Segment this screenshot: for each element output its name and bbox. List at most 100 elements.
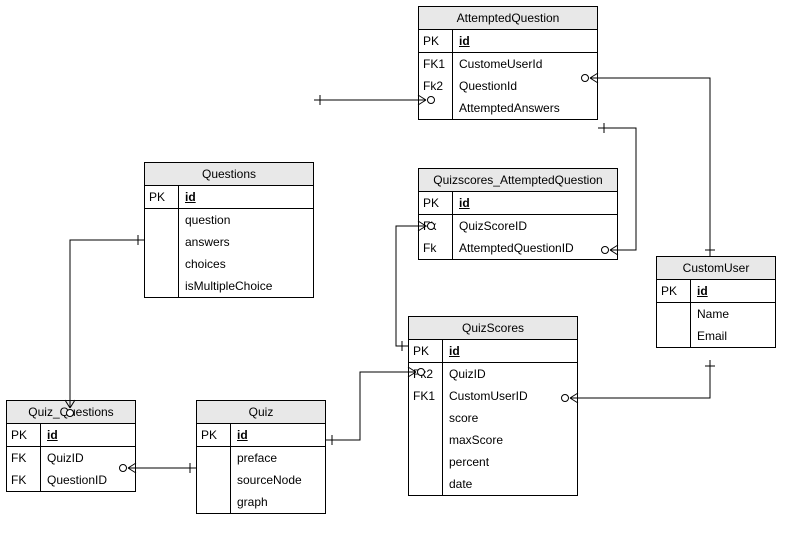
field-cell: graph [231,491,325,513]
key-cell [145,275,179,297]
field-cell: score [443,407,577,429]
field-cell: QuizID [443,363,577,385]
field-cell: id [41,424,135,446]
table-row: score [409,407,577,429]
key-cell: FK [7,447,41,469]
key-cell: Fk2 [419,75,453,97]
entity-quiz-scores: QuizScores PKidFk2QuizIDFK1CustomUserIDs… [408,316,578,496]
key-cell [145,253,179,275]
key-cell: PK [419,30,453,52]
table-row: PKid [419,30,597,52]
key-cell [409,407,443,429]
key-cell: FK1 [419,53,453,75]
table-row: Name [657,303,775,325]
table-row: FK1CustomeUserId [419,53,597,75]
key-cell [419,97,453,119]
entity-title: CustomUser [657,257,775,280]
key-cell: FK [7,469,41,491]
entity-title: AttemptedQuestion [419,7,597,30]
field-cell: AttemptedQuestionID [453,237,617,259]
field-cell: maxScore [443,429,577,451]
field-cell: sourceNode [231,469,325,491]
table-row: FkQuizScoreID [419,215,617,237]
field-cell: QuizID [41,447,135,469]
key-cell: PK [197,424,231,446]
entity-custom-user: CustomUser PKidNameEmail [656,256,776,348]
table-row: PKid [7,424,135,446]
field-cell: percent [443,451,577,473]
field-cell: preface [231,447,325,469]
key-cell [409,451,443,473]
field-cell: Name [691,303,775,325]
entity-rows: PKidFKQuizIDFKQuestionID [7,424,135,491]
key-cell [197,469,231,491]
table-row: choices [145,253,313,275]
table-row: PKid [419,192,617,214]
table-row: FkAttemptedQuestionID [419,237,617,259]
field-cell: id [179,186,313,208]
field-cell: CustomeUserId [453,53,597,75]
field-cell: QuestionId [453,75,597,97]
table-row: maxScore [409,429,577,451]
entity-rows: PKidNameEmail [657,280,775,347]
key-cell [409,429,443,451]
field-cell: id [231,424,325,446]
entity-rows: PKidFk2QuizIDFK1CustomUserIDscoremaxScor… [409,340,577,495]
key-cell: FK1 [409,385,443,407]
entity-title: Quiz_Questions [7,401,135,424]
key-cell: Fk [419,237,453,259]
field-cell: id [691,280,775,302]
field-cell: Email [691,325,775,347]
table-row: PKid [409,340,577,362]
table-row: PKid [145,186,313,208]
table-row: Email [657,325,775,347]
key-cell: Fk2 [409,363,443,385]
entity-rows: PKidFkQuizScoreIDFkAttemptedQuestionID [419,192,617,259]
field-cell: answers [179,231,313,253]
entity-title: Quiz [197,401,325,424]
field-cell: date [443,473,577,495]
entity-rows: PKidquestionanswerschoicesisMultipleChoi… [145,186,313,297]
key-cell: PK [145,186,179,208]
table-row: date [409,473,577,495]
field-cell: AttemptedAnswers [453,97,597,119]
table-row: preface [197,447,325,469]
table-row: Fk2QuizID [409,363,577,385]
table-row: answers [145,231,313,253]
key-cell: PK [419,192,453,214]
table-row: FK1CustomUserID [409,385,577,407]
entity-title: Questions [145,163,313,186]
entity-quiz: Quiz PKidprefacesourceNodegraph [196,400,326,514]
table-row: question [145,209,313,231]
key-cell [145,209,179,231]
table-row: percent [409,451,577,473]
table-row: Fk2QuestionId [419,75,597,97]
field-cell: choices [179,253,313,275]
key-cell [145,231,179,253]
key-cell: Fk [419,215,453,237]
field-cell: id [453,30,597,52]
table-row: PKid [197,424,325,446]
entity-rows: PKidFK1CustomeUserIdFk2QuestionIdAttempt… [419,30,597,119]
table-row: isMultipleChoice [145,275,313,297]
key-cell [657,325,691,347]
table-row: sourceNode [197,469,325,491]
key-cell [197,447,231,469]
table-row: PKid [657,280,775,302]
key-cell: PK [409,340,443,362]
entity-questions: Questions PKidquestionanswerschoicesisMu… [144,162,314,298]
table-row: FKQuestionID [7,469,135,491]
key-cell: PK [657,280,691,302]
key-cell [409,473,443,495]
table-row: FKQuizID [7,447,135,469]
field-cell: QuestionID [41,469,135,491]
entity-title: QuizScores [409,317,577,340]
table-row: graph [197,491,325,513]
key-cell [657,303,691,325]
entity-quizscores-attempted-question: Quizscores_AttemptedQuestion PKidFkQuizS… [418,168,618,260]
key-cell [197,491,231,513]
field-cell: question [179,209,313,231]
entity-title: Quizscores_AttemptedQuestion [419,169,617,192]
entity-attempted-question: AttemptedQuestion PKidFK1CustomeUserIdFk… [418,6,598,120]
field-cell: id [453,192,617,214]
